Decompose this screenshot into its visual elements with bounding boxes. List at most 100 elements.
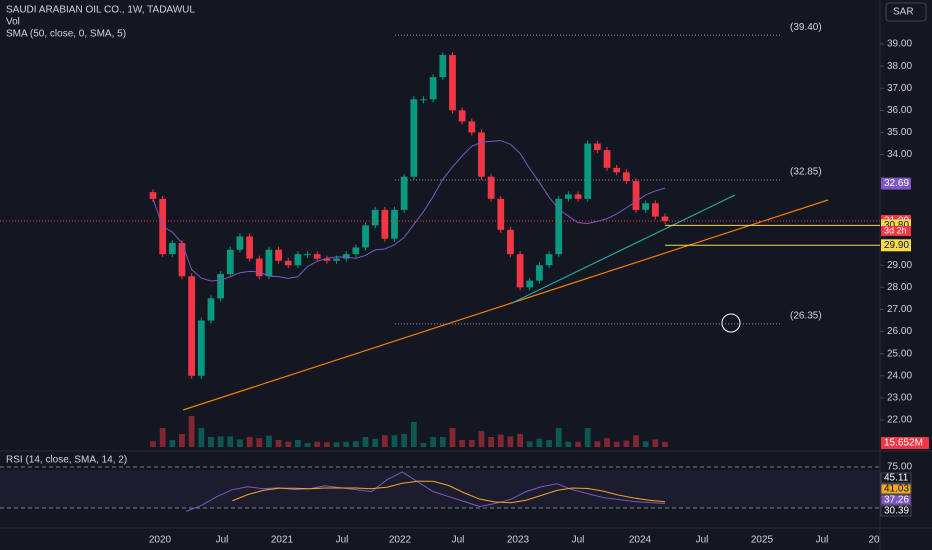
candle (593, 143, 601, 151)
volume-bar (343, 441, 350, 447)
volume-bar (362, 437, 369, 447)
countdown-label: 3d 2h (884, 225, 907, 235)
volume-bar (565, 441, 572, 447)
volume-bar (623, 440, 630, 447)
volume-bar (633, 435, 639, 447)
y-tick-label: 25.00 (887, 348, 912, 359)
level-label: (32.85) (790, 167, 822, 178)
candle (381, 209, 389, 239)
volume-bar (150, 441, 156, 447)
rsi-line (185, 471, 666, 512)
sma-line (152, 140, 666, 282)
trend-line (511, 194, 736, 304)
x-tick-label: Jul (572, 535, 585, 546)
rsi-tag-label: 45.11 (884, 473, 909, 484)
candle (362, 225, 369, 248)
candle (275, 249, 282, 261)
candle (642, 203, 650, 210)
cursor-circle (721, 313, 741, 333)
x-tick-label: Jul (216, 535, 229, 546)
rsi-tag (880, 494, 912, 506)
rsi-sma-line (232, 480, 666, 504)
volume-bar (304, 443, 311, 447)
y-tick-label: 38.00 (887, 61, 912, 72)
candle (526, 280, 534, 288)
volume-bar (449, 428, 456, 447)
price-tag-label: 29.90 (884, 240, 909, 251)
rsi-title: RSI (14, close, SMA, 14, 2) (6, 455, 127, 466)
level-label: (39.40) (790, 22, 822, 33)
volume-bar (333, 442, 340, 447)
rsi-tag (880, 483, 912, 495)
volume-bar (410, 422, 417, 447)
volume-bar (507, 436, 514, 447)
candle (632, 181, 640, 210)
volume-bar (314, 441, 321, 447)
y-tick-label: 39.00 (887, 39, 912, 50)
candle (304, 254, 311, 256)
y-tick-label: 24.00 (887, 370, 912, 381)
volume-bar (169, 440, 176, 447)
rsi-pane (0, 455, 880, 527)
candle (207, 298, 215, 321)
y-tick-label: 22.00 (887, 415, 912, 426)
volume-bar (613, 441, 620, 447)
volume-bar (420, 443, 427, 447)
candle (265, 249, 273, 277)
candle (565, 194, 572, 199)
volume-bar (594, 441, 601, 447)
candle (313, 254, 321, 259)
volume-bar (266, 435, 272, 447)
candle (661, 216, 669, 221)
candle (342, 254, 350, 259)
volume-bar (285, 441, 292, 447)
currency-label[interactable]: SAR (893, 7, 914, 18)
volume-bar (662, 441, 668, 447)
y-tick-label: 34.00 (887, 149, 912, 160)
rsi-band (0, 470, 880, 508)
candle (333, 258, 340, 261)
candle (410, 99, 418, 177)
volume-bar (217, 436, 224, 447)
candle (226, 249, 234, 275)
candle (545, 254, 553, 266)
candle (622, 172, 630, 182)
volume-bar (188, 416, 195, 447)
volume-bar (246, 437, 253, 447)
volume-bar (536, 438, 543, 447)
candle (323, 258, 331, 261)
candle (574, 194, 582, 199)
volume-bar (323, 442, 330, 447)
rsi-tick-label: 75.00 (887, 462, 912, 473)
candle (468, 121, 476, 133)
candle (651, 203, 659, 217)
volume-bar (227, 436, 234, 447)
volume-bar (179, 434, 185, 447)
candle (516, 254, 524, 288)
y-tick-label: 36.00 (887, 105, 912, 116)
volume-bar (478, 431, 485, 447)
price-tag-label: 32.69 (884, 178, 909, 189)
x-tick-label: Jul (452, 535, 465, 546)
x-tick-label: 2024 (629, 535, 652, 546)
candle (391, 209, 398, 239)
candle (352, 247, 360, 255)
rsi-tag (880, 505, 912, 517)
currency-button[interactable] (885, 2, 927, 22)
volume-bar (198, 428, 205, 447)
candle (400, 176, 408, 210)
candle (236, 236, 244, 250)
candle (371, 209, 379, 226)
candle (497, 198, 505, 230)
volume-bar (555, 428, 562, 447)
volume-bar (652, 439, 659, 447)
candle (294, 254, 302, 266)
candle (478, 132, 485, 177)
price-tag (881, 177, 911, 190)
volume-tag (881, 437, 929, 449)
candle (255, 258, 263, 277)
candle (449, 55, 456, 111)
candle (246, 236, 253, 259)
candle (584, 143, 592, 199)
y-tick-label: 37.00 (887, 83, 912, 94)
